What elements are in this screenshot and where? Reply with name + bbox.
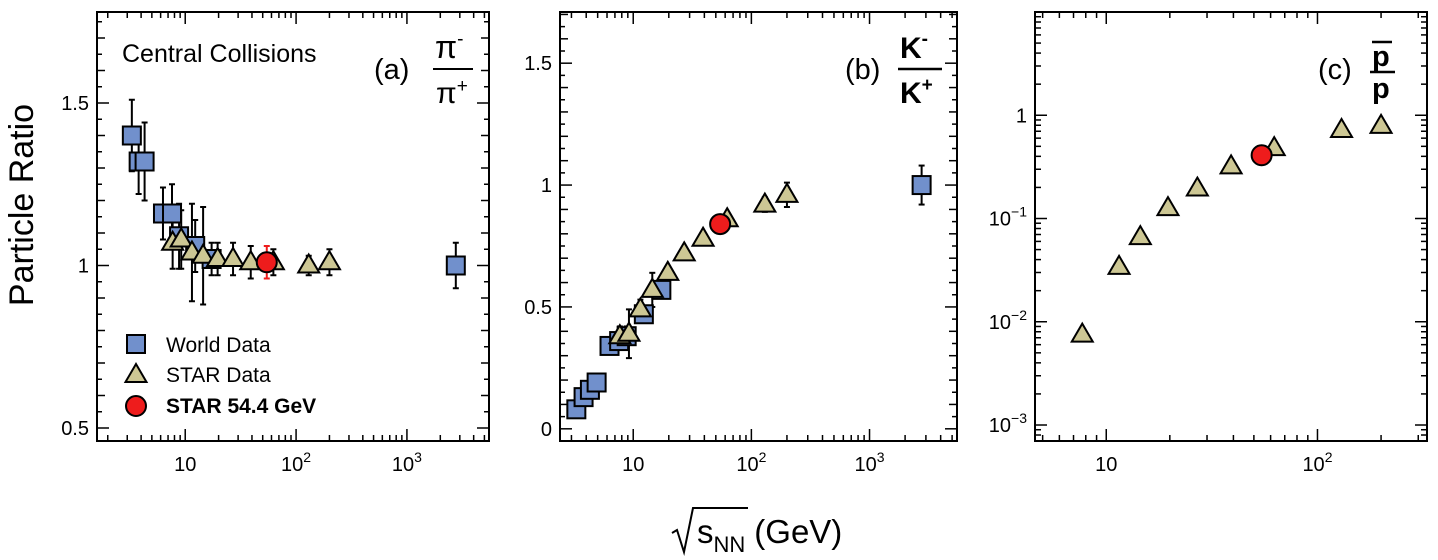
- panel-a-star-data-point: [205, 246, 230, 267]
- panel-b: 10 102 103 0 0.5 1 1.5 (b) K- K+: [524, 11, 958, 476]
- legend-star54-marker: [125, 395, 147, 417]
- panel-c-ratio-denominator: p: [1372, 73, 1390, 105]
- panel-a-star54-data-point: [255, 251, 278, 274]
- panel-b-star-data-point: [655, 259, 680, 281]
- panel-b-star-data-point: [640, 276, 665, 298]
- panel-c-ytick-label: 10−3: [989, 410, 1027, 437]
- panel-a: 10 102 103 0.5 1 1.5 Central Collisions (a) π…: [61, 11, 490, 476]
- panel-c-ytick-label: 1: [1016, 105, 1027, 127]
- panel-a-ratio-denominator: π+: [436, 76, 468, 110]
- panel-b-star-data-point: [628, 296, 653, 318]
- panel-c-label: (c): [1318, 54, 1352, 86]
- panel-a-star-data-point: [190, 242, 216, 264]
- x-axis-label-text: sNN (GeV): [697, 513, 842, 557]
- panel-c-frame: [1034, 11, 1428, 442]
- panel-b-star-data-point: [616, 320, 642, 342]
- panel-a-world-data-point: [134, 151, 155, 172]
- panel-a-world-data-point: [445, 255, 466, 276]
- panel-c-star54-data-point: [1250, 144, 1273, 167]
- panel-c-star-data-point: [1070, 321, 1095, 343]
- panel-b-frame: [559, 11, 958, 442]
- panel-c-ratio: p p: [1370, 40, 1395, 105]
- panel-b-ytick-label: 1.5: [524, 53, 552, 75]
- panel-b-ratio-denominator: K+: [900, 75, 933, 110]
- panel-b-star-data-point: [774, 181, 800, 203]
- panel-c-star-data-point: [1185, 175, 1210, 197]
- panel-a-annotation: Central Collisions: [122, 40, 317, 68]
- panel-a-frame: [96, 11, 490, 442]
- panel-a-world-data-point: [162, 203, 183, 224]
- panel-c-star-data-point: [1368, 112, 1394, 134]
- legend-world-marker: [126, 334, 146, 354]
- panel-b-ytick-label: 0.5: [524, 297, 552, 319]
- panel-a-xtick-label: 102: [281, 449, 311, 476]
- panel-b-ytick-label: 0: [541, 419, 552, 441]
- panel-a-ytick-label: 1.5: [61, 93, 89, 115]
- panel-c-xtick-label: 10: [1095, 454, 1117, 476]
- panel-b-star-data-point: [752, 191, 778, 213]
- panel-a-label: (a): [374, 54, 409, 86]
- panel-b-xtick-label: 102: [736, 449, 766, 476]
- legend-star54-label: STAR 54.4 GeV: [166, 395, 316, 418]
- panel-a-ytick-label: 0.5: [61, 418, 89, 440]
- panel-c-star-data-point: [1128, 224, 1153, 246]
- panel-a-marks: 10 102 103 0.5 1 1.5: [61, 11, 490, 476]
- panel-b-star54-data-point: [709, 213, 732, 236]
- panel-a-star-data-point: [317, 249, 342, 271]
- legend-world-label: World Data: [166, 334, 271, 357]
- sqrt-sign-icon: [671, 507, 748, 556]
- panel-b-star-data-point: [690, 225, 716, 247]
- panel-c: 10 102 10−3 10−2 10−1 1 (c) p p: [989, 11, 1428, 476]
- panel-b-world-data-point: [911, 175, 932, 196]
- panel-a-ratio-numerator: π-: [435, 29, 463, 65]
- panel-c-marks: 10 102 10−3 10−2 10−1 1: [989, 11, 1428, 476]
- panel-b-ratio-numerator: K-: [900, 29, 928, 65]
- panel-a-xtick-label: 10: [174, 454, 196, 476]
- legend-star-marker: [123, 362, 149, 383]
- legend: World Data STAR Data STAR 54.4 GeV: [123, 334, 316, 418]
- panel-b-star-data-point: [671, 240, 697, 262]
- panel-a-ytick-label: 1: [78, 256, 89, 278]
- panel-a-star-data-point: [220, 246, 246, 267]
- y-axis-label: Particle Ratio: [3, 104, 41, 306]
- panel-c-star-data-point: [1155, 195, 1181, 217]
- panel-b-marks: 10 102 103 0 0.5 1 1.5: [524, 11, 958, 476]
- panel-c-star-data-point: [1218, 153, 1244, 175]
- panel-c-ytick-label: 10−2: [989, 307, 1027, 334]
- panel-c-ratio-numerator: p: [1372, 41, 1390, 73]
- panel-a-star-data-point: [168, 226, 194, 248]
- panel-a-xtick-label: 103: [392, 449, 422, 476]
- panel-b-ratio: K- K+: [898, 29, 942, 110]
- panel-c-star-data-point: [1106, 253, 1132, 275]
- panel-a-star-data-point: [296, 252, 321, 274]
- panel-b-xtick-label: 10: [622, 454, 644, 476]
- panel-b-label: (b): [845, 54, 880, 86]
- panel-a-world-data-point: [121, 125, 142, 146]
- panel-c-ytick-label: 10−1: [989, 204, 1027, 231]
- legend-star-label: STAR Data: [166, 364, 271, 387]
- panel-a-ratio: π- π+: [433, 29, 473, 110]
- panel-b-world-data-point: [586, 372, 607, 393]
- panel-b-ytick-label: 1: [541, 175, 552, 197]
- panel-c-star-data-point: [1329, 116, 1354, 138]
- panel-b-xtick-label: 103: [855, 449, 885, 476]
- x-axis-label: sNN (GeV): [671, 507, 842, 557]
- panel-c-xtick-label: 102: [1302, 449, 1332, 476]
